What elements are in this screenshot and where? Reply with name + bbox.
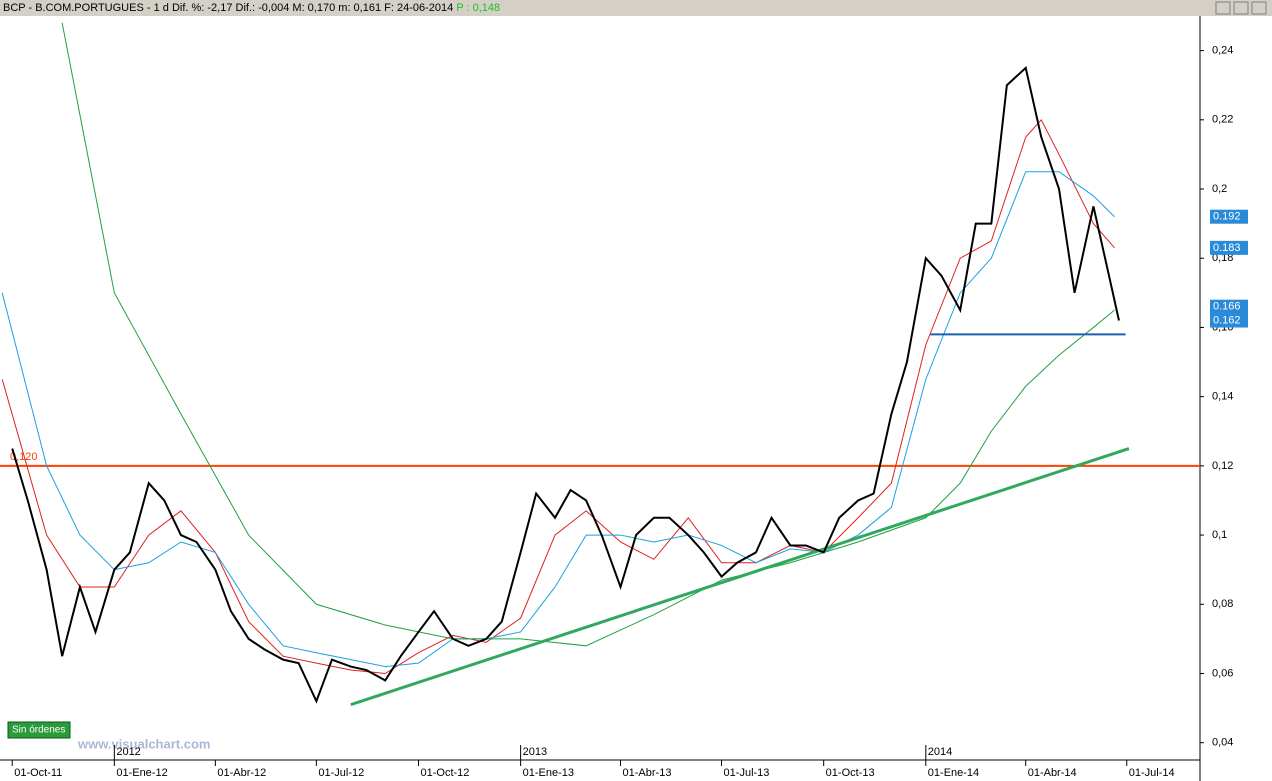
y-tick-label: 0,12 bbox=[1212, 460, 1233, 472]
diff-pct: Dif. %: -2,17 bbox=[172, 2, 233, 14]
header-bar bbox=[0, 0, 1272, 16]
y-tick-label: 0,2 bbox=[1212, 183, 1227, 195]
y-tick-label: 0,04 bbox=[1212, 737, 1233, 749]
x-tick-label: 01-Ene-12 bbox=[116, 767, 167, 779]
y-tick-label: 0,24 bbox=[1212, 45, 1233, 57]
x-tick-label: 01-Jul-12 bbox=[318, 767, 364, 779]
moving-average bbox=[61, 22, 1115, 647]
y-tick-label: 0,08 bbox=[1212, 598, 1233, 610]
diff: Dif.: -0,004 bbox=[236, 2, 290, 14]
x-tick-label: 01-Oct-12 bbox=[421, 767, 470, 779]
resistance-label: 0,120 bbox=[10, 451, 38, 463]
x-tick-label: 01-Oct-11 bbox=[14, 767, 62, 779]
last-price: P : 0,148 bbox=[456, 2, 500, 14]
year-label: 2014 bbox=[928, 746, 952, 758]
price-tag-label: 0.192 bbox=[1213, 211, 1241, 223]
x-tick-label: 01-Abr-12 bbox=[217, 767, 266, 779]
year-label: 2013 bbox=[523, 746, 547, 758]
y-tick-label: 0,22 bbox=[1212, 114, 1233, 126]
close[interactable] bbox=[1251, 1, 1267, 15]
price-tag-label: 0.166 bbox=[1213, 301, 1241, 313]
y-tick-label: 0,06 bbox=[1212, 667, 1233, 679]
minimize[interactable] bbox=[1215, 1, 1231, 15]
x-tick-label: 01-Abr-13 bbox=[623, 767, 672, 779]
moving-average bbox=[1, 171, 1115, 668]
x-tick-label: 01-Ene-13 bbox=[523, 767, 574, 779]
header: BCP - B.COM.PORTUGUES - 1 d Dif. %: -2,1… bbox=[3, 2, 500, 14]
price-tag-label: 0.183 bbox=[1213, 242, 1241, 254]
y-tick-label: 0,1 bbox=[1212, 529, 1227, 541]
x-tick-label: 01-Jul-14 bbox=[1129, 767, 1175, 779]
x-tick-label: 01-Jul-13 bbox=[724, 767, 770, 779]
moving-average bbox=[1, 118, 1115, 675]
y-tick-label: 0,18 bbox=[1212, 252, 1233, 264]
price-tag bbox=[1210, 209, 1248, 224]
symbol: BCP - B.COM.PORTUGUES bbox=[3, 2, 144, 14]
watermark: www.visualchart.com bbox=[77, 736, 210, 751]
price-tag-label: 0.162 bbox=[1213, 314, 1241, 326]
trendline bbox=[350, 447, 1130, 707]
x-tick-label: 01-Abr-14 bbox=[1028, 767, 1077, 779]
window-buttons[interactable] bbox=[1215, 1, 1267, 15]
x-tick-label: 01-Ene-14 bbox=[928, 767, 979, 779]
y-tick-label: 0,14 bbox=[1212, 391, 1233, 403]
max: M: 0,170 bbox=[292, 2, 335, 14]
price-tag bbox=[1210, 240, 1248, 255]
x-tick-label: 01-Oct-13 bbox=[826, 767, 875, 779]
period: 1 d bbox=[154, 2, 169, 14]
min: m: 0,161 bbox=[338, 2, 381, 14]
status: Sin órdenes bbox=[12, 725, 65, 736]
maximize[interactable] bbox=[1233, 1, 1249, 15]
price-tag bbox=[1210, 313, 1248, 328]
date: F: 24-06-2014 bbox=[384, 2, 453, 14]
year-label: 2012 bbox=[116, 746, 140, 758]
plot: 0,120 bbox=[0, 22, 1200, 707]
price-line bbox=[11, 66, 1120, 704]
price-tag bbox=[1210, 299, 1248, 314]
status-box bbox=[7, 721, 71, 739]
